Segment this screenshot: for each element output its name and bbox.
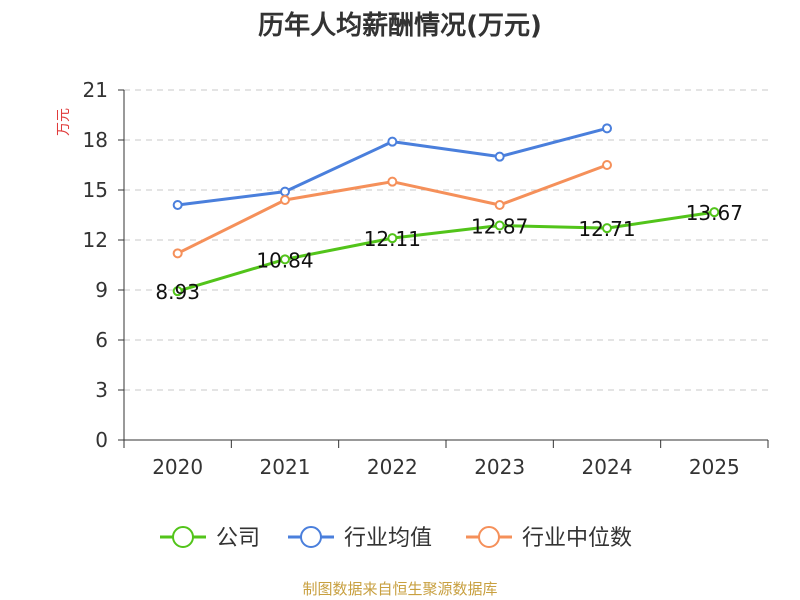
y-tick-label: 0 <box>95 428 108 452</box>
x-tick-label: 2022 <box>367 455 418 479</box>
series-group <box>172 123 720 297</box>
series-line <box>177 210 715 293</box>
grid-lines <box>124 89 768 391</box>
data-label: 12.71 <box>578 217 635 241</box>
series-industry-median <box>172 160 612 259</box>
data-point <box>602 123 612 134</box>
series-industry-mean <box>172 123 612 210</box>
data-label: 12.11 <box>364 227 421 251</box>
data-point <box>280 254 290 265</box>
legend-label: 行业均值 <box>344 526 432 551</box>
y-tick-label: 12 <box>83 228 108 252</box>
legend-marker <box>478 526 500 548</box>
axes <box>118 89 769 448</box>
data-point <box>602 160 612 170</box>
legend-item-company: 公司 <box>160 526 260 551</box>
data-point <box>172 286 183 297</box>
y-tick-label: 18 <box>83 128 108 152</box>
data-point <box>387 176 398 187</box>
source-note: 制图数据来自恒生聚源数据库 <box>302 580 497 598</box>
data-point <box>709 207 720 218</box>
data-point <box>280 186 290 197</box>
y-tick-labels: 0 3 6 9 12 15 18 21 <box>83 78 108 452</box>
x-tick-label: 2020 <box>152 455 203 479</box>
legend-marker <box>300 526 322 548</box>
x-tick-label: 2025 <box>689 455 740 479</box>
chart-title: 历年人均薪酬情况(万元) <box>258 10 542 41</box>
data-label: 12.87 <box>471 215 528 239</box>
x-tick-label: 2024 <box>582 455 633 479</box>
data-label: 10.84 <box>256 248 313 272</box>
x-tick-label: 2023 <box>474 455 525 479</box>
legend-item-industry-mean: 行业均值 <box>288 526 432 551</box>
legend-marker <box>172 526 194 548</box>
data-point <box>172 200 183 210</box>
data-point <box>494 200 505 210</box>
y-axis-label: 万元 <box>56 108 72 136</box>
legend-label: 公司 <box>216 526 260 551</box>
data-point <box>494 220 505 231</box>
x-tick-label: 2021 <box>260 455 311 479</box>
y-tick-label: 21 <box>83 78 108 102</box>
data-point <box>387 233 398 244</box>
data-label: 13.67 <box>686 201 743 225</box>
data-point <box>494 151 505 162</box>
y-tick-label: 3 <box>95 378 108 402</box>
series-company <box>172 207 720 297</box>
data-point <box>172 248 183 259</box>
x-tick-labels: 2020 2021 2022 2023 2024 2025 <box>152 455 740 479</box>
legend: 公司 行业均值 行业中位数 <box>160 526 632 551</box>
y-tick-label: 15 <box>83 178 108 202</box>
data-point <box>602 223 612 234</box>
legend-label: 行业中位数 <box>522 526 632 551</box>
data-point <box>280 195 290 205</box>
y-tick-label: 6 <box>95 328 108 352</box>
data-label: 8.93 <box>155 280 200 304</box>
data-point <box>387 136 398 147</box>
y-tick-label: 9 <box>95 278 108 302</box>
data-labels: 8.93 10.84 12.11 12.87 12.71 13.67 <box>155 201 743 304</box>
legend-item-industry-median: 行业中位数 <box>466 526 632 551</box>
